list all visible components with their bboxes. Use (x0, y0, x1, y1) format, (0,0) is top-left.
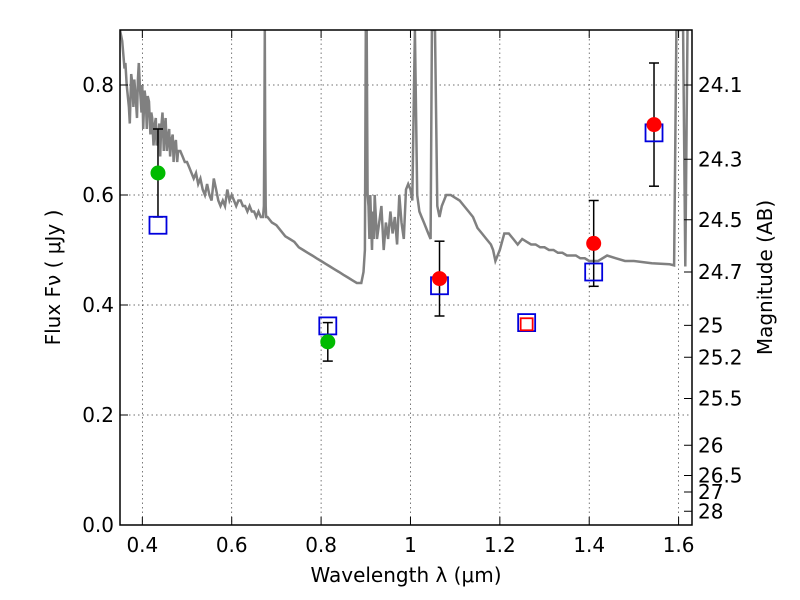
right-tick-label: 24.5 (698, 208, 743, 232)
plot-frame (119, 29, 693, 526)
right-tick-label: 26 (698, 433, 723, 457)
detection-point-red (646, 117, 662, 133)
x-tick-label: 1.2 (484, 533, 516, 557)
y-axis-ticks: 0.0 0.2 0.4 0.6 0.8 (82, 73, 128, 537)
x-tick-label: 0.6 (216, 533, 248, 557)
detection-point-red (586, 235, 602, 251)
y-tick-label: 0.4 (82, 293, 114, 317)
x-tick-label: 1 (404, 533, 417, 557)
x-tick-label: 0.4 (126, 533, 158, 557)
right-tick-label: 26.5 (698, 464, 743, 488)
right-tick-label: 24.1 (698, 73, 743, 97)
detection-point-green (320, 334, 336, 350)
right-tick-label: 28 (698, 499, 723, 523)
detection-point-green (150, 165, 166, 181)
right-axis-label: Magnitude (AB) (753, 200, 777, 355)
right-tick-label: 25 (698, 313, 723, 337)
model-square (148, 215, 168, 235)
right-tick-label: 24.7 (698, 260, 743, 284)
model-square (519, 317, 534, 332)
y-axis-label: Flux Fν ( μJy ) (41, 210, 65, 346)
detection-point-red (432, 271, 448, 287)
y-tick-label: 0.8 (82, 73, 114, 97)
x-axis-ticks: 0.4 0.6 0.8 1 1.2 1.4 1.6 (126, 30, 695, 557)
y-tick-label: 0.2 (82, 403, 114, 427)
detection-points (150, 117, 662, 350)
x-tick-label: 0.8 (305, 533, 337, 557)
model-squares (148, 123, 664, 336)
right-tick-label: 25.2 (698, 345, 743, 369)
right-tick-label: 25.5 (698, 387, 743, 411)
y-tick-label: 0.0 (82, 513, 114, 537)
model-square (584, 262, 604, 282)
x-axis-label: Wavelength λ (μm) (310, 563, 501, 587)
right-tick-label: 27 (698, 480, 723, 504)
right-tick-label: 24.3 (698, 147, 743, 171)
x-tick-label: 1.6 (663, 533, 695, 557)
template-spectrum-line (120, 30, 689, 285)
x-tick-label: 1.4 (573, 533, 605, 557)
template-spectrum (120, 30, 689, 285)
grid (120, 30, 692, 526)
y-tick-label: 0.6 (82, 183, 114, 207)
